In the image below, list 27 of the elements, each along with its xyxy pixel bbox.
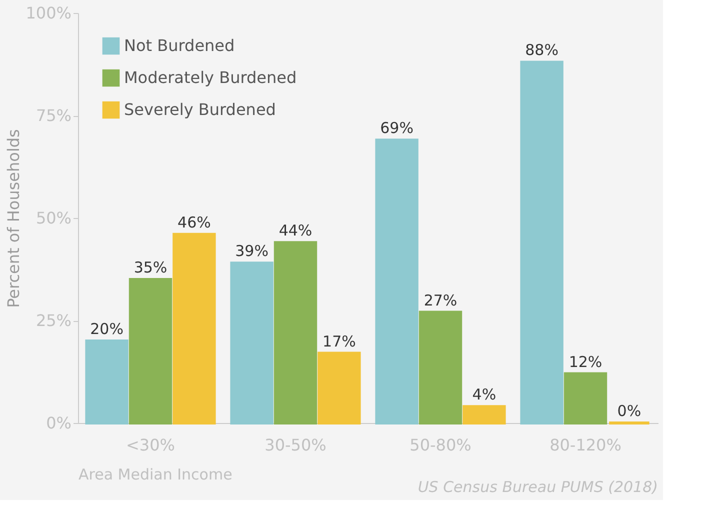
y-axis-title: Percent of Households — [4, 129, 23, 308]
bar — [230, 262, 274, 424]
data-label: 46% — [178, 213, 211, 232]
bar — [172, 232, 216, 424]
legend-label: Moderately Burdened — [124, 68, 297, 87]
data-label: 69% — [380, 119, 414, 138]
data-label: 12% — [568, 352, 602, 371]
bar — [375, 138, 418, 424]
data-label: 0% — [617, 402, 642, 420]
data-label: 44% — [278, 222, 312, 240]
legend-label: Severely Burdened — [124, 100, 276, 119]
data-label: 4% — [472, 386, 496, 404]
data-label: 39% — [235, 242, 268, 260]
legend-label: Not Burdened — [124, 36, 235, 55]
data-label: 17% — [322, 332, 356, 350]
bar — [418, 310, 462, 424]
data-label: 35% — [134, 258, 168, 276]
bar — [318, 352, 361, 424]
data-label: 20% — [90, 320, 124, 338]
bar — [85, 340, 128, 424]
bar — [564, 372, 608, 424]
bar — [274, 241, 318, 424]
bar — [128, 278, 172, 424]
bar — [462, 405, 506, 424]
data-label: 88% — [525, 41, 558, 60]
bar — [520, 60, 564, 424]
data-label: 27% — [424, 291, 458, 310]
